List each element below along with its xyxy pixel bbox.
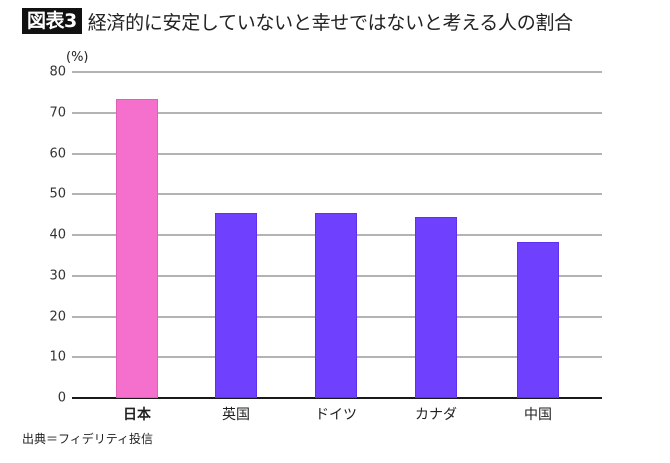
- figure-badge: 図表3: [22, 8, 82, 34]
- bar-4: [415, 217, 457, 398]
- y-tick-label: 40: [49, 227, 66, 243]
- chart-header: 図表3 経済的に安定していないと幸せではないと考える人の割合: [22, 8, 573, 34]
- x-axis-label: カナダ: [415, 407, 457, 423]
- x-axis-label: 中国: [524, 407, 552, 423]
- x-axis-label: 日本: [123, 407, 151, 423]
- gridline-80: [72, 71, 602, 73]
- gridline-70: [72, 111, 602, 114]
- y-tick-label: 50: [49, 186, 66, 202]
- bar-3: [315, 212, 357, 398]
- bar-1: [116, 99, 158, 398]
- y-tick-label: 10: [49, 349, 66, 365]
- y-tick-label: 0: [57, 390, 66, 406]
- y-tick-label: 80: [49, 64, 66, 80]
- x-axis-label: ドイツ: [315, 407, 357, 423]
- source-note: 出典＝フィデリティ投信: [22, 432, 154, 446]
- y-axis-unit: (%): [66, 50, 89, 65]
- gridline-60: [72, 152, 602, 155]
- x-axis-label: 英国: [222, 407, 250, 423]
- y-tick-label: 30: [49, 268, 66, 284]
- x-axis-baseline: [72, 397, 602, 399]
- y-tick-label: 60: [49, 146, 66, 161]
- y-tick-label: 20: [49, 309, 66, 324]
- y-tick-label: 70: [49, 105, 66, 121]
- chart-title: 経済的に安定していないと幸せではないと考える人の割合: [87, 11, 573, 34]
- gridline-50: [72, 193, 602, 196]
- bar-2: [215, 212, 257, 398]
- bar-5: [517, 241, 559, 398]
